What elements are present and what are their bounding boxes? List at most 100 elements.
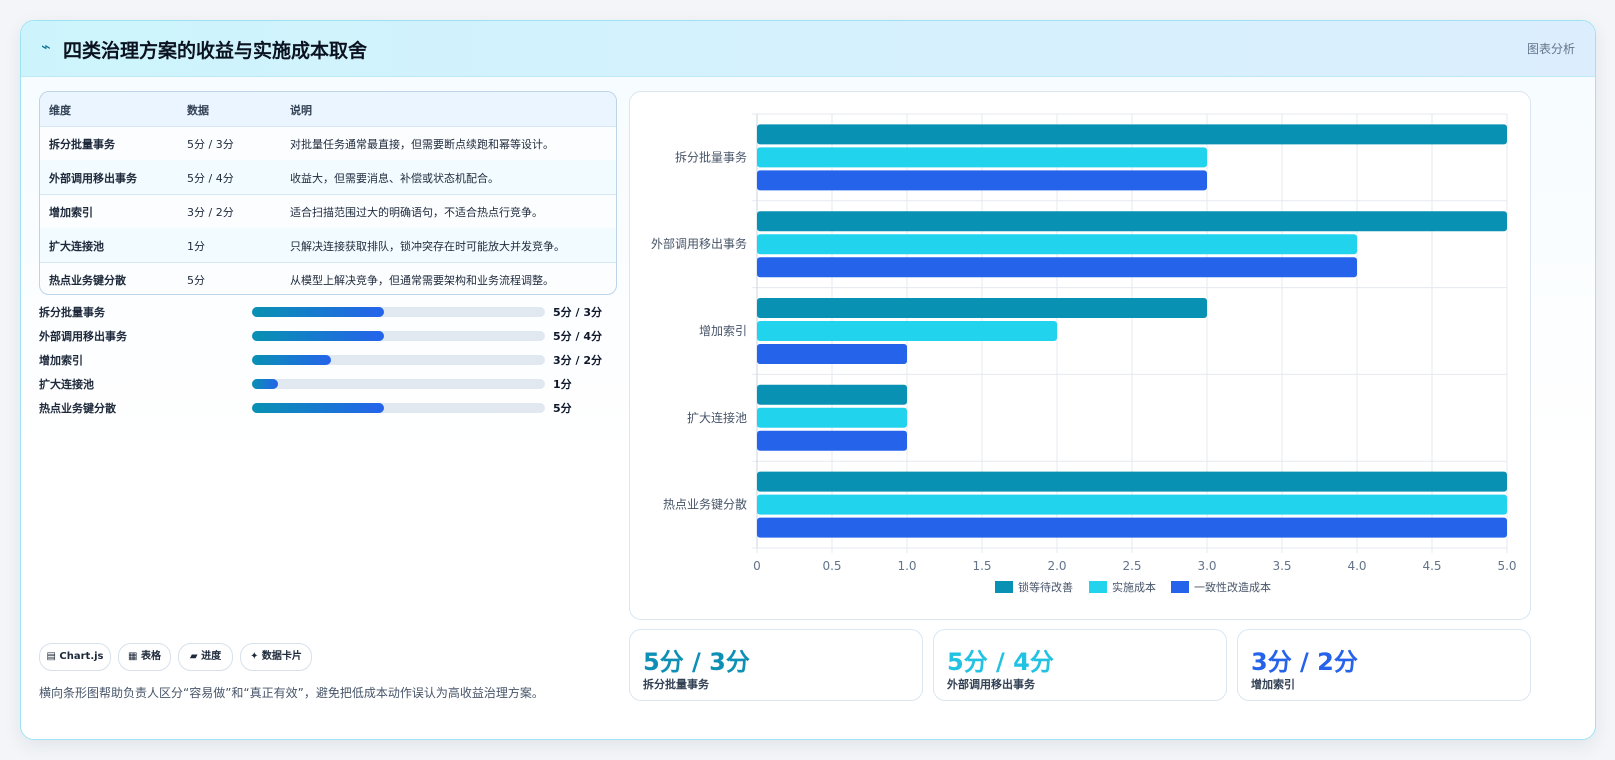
bar [757,211,1507,232]
x-tick-label: 4.5 [1422,559,1441,573]
column-header: 数据 [187,104,209,117]
chart-analysis-tag: 图表分析 [1526,42,1575,56]
table-cell: 从模型上解决竞争，但通常需要架构和业务流程调整。 [290,274,554,287]
x-tick-label: 1.0 [897,559,916,573]
stat-card: 3分 / 2分 增加索引 [1237,629,1531,701]
legend-label: 实施成本 [1112,580,1156,594]
progress-fill [252,379,279,389]
progress-track [252,355,545,365]
table-row: 拆分批量事务 5分 / 3分 对批量任务通常最直接，但需要断点续跑和幂等设计。 [40,126,616,161]
progress-value: 5分 / 4分 [553,330,602,343]
stat-label: 增加索引 [1251,678,1295,691]
chip-progress[interactable]: ▰ 进度 [178,643,233,671]
bar-chart: 0 0.5 1.0 1.5 2.0 2.5 3.0 3.5 4.0 4.5 5.0 拆分批量事务外部调… [651,113,1517,594]
x-tick-label: 2.0 [1047,559,1066,573]
bolt-icon: ⌁ [41,37,51,56]
table-cell: 5分 / 3分 [187,138,234,151]
legend-label: 一致性改造成本 [1194,580,1271,594]
column-header: 说明 [290,104,312,117]
x-tick-label: 0 [753,559,761,573]
progress-label: 拆分批量事务 [39,306,105,319]
bar [757,257,1357,278]
table-cell: 5分 [187,274,205,287]
bar [757,430,907,451]
chip-table[interactable]: ▦ 表格 [118,643,171,671]
stat-label: 外部调用移出事务 [947,678,1035,691]
progress-track [252,403,545,413]
x-tick-label: 3.5 [1272,559,1291,573]
table-cell: 热点业务键分散 [49,274,126,287]
progress-value: 1分 [553,378,572,391]
progress-track [252,307,545,317]
x-tick-label: 3.0 [1197,559,1216,573]
x-tick-label: 1.5 [972,559,991,573]
bar [757,517,1507,538]
table-cell: 1分 [187,240,205,253]
progress-label: 扩大连接池 [39,378,94,391]
table-header-row: 维度 数据 说明 [40,92,616,127]
table-row: 热点业务键分散 5分 从模型上解决竞争，但通常需要架构和业务流程调整。 [40,262,616,294]
y-category-label: 拆分批量事务 [675,149,747,164]
progress-value: 5分 / 3分 [553,306,602,319]
progress-value: 5分 [553,402,572,415]
bar [757,384,907,405]
stat-value: 5分 / 4分 [947,648,1054,676]
progress-fill [252,403,384,413]
bar [757,494,1507,515]
y-category-label: 扩大连接池 [687,410,747,425]
x-tick-label: 0.5 [822,559,841,573]
progress-label: 增加索引 [39,354,83,367]
table-cell: 扩大连接池 [49,240,104,253]
stat-value: 5分 / 3分 [643,648,750,676]
bar [757,234,1357,255]
table-cell: 拆分批量事务 [49,138,115,151]
legend-swatch [1089,581,1107,593]
table-cell: 对批量任务通常最直接，但需要断点续跑和幂等设计。 [290,138,554,151]
legend-swatch [995,581,1013,593]
progress-item: 增加索引 3分 / 2分 [39,350,615,370]
bar [757,344,907,364]
stat-label: 拆分批量事务 [643,678,709,691]
progress-item: 外部调用移出事务 5分 / 4分 [39,326,615,346]
progress-item: 扩大连接池 1分 [39,374,615,394]
bar [757,298,1207,318]
chip-chartjs[interactable]: ▤ Chart.js [39,643,111,671]
table-cell: 外部调用移出事务 [49,172,137,185]
table-cell: 3分 / 2分 [187,206,234,219]
page-title: 四类治理方案的收益与实施成本取舍 [63,40,368,62]
bar [757,170,1207,191]
column-header: 维度 [49,104,71,117]
progress-item: 热点业务键分散 5分 [39,398,615,418]
table-cell: 增加索引 [49,206,93,219]
table-row: 扩大连接池 1分 只解决连接获取排队，锁冲突存在时可能放大并发竞争。 [40,228,616,263]
legend-label: 锁等待改善 [1018,580,1073,594]
stat-card: 5分 / 3分 拆分批量事务 [629,629,923,701]
chip-label: ▦ 表格 [128,651,161,662]
progress-label: 外部调用移出事务 [39,330,127,343]
x-tick-label: 5.0 [1497,559,1516,573]
table-cell: 只解决连接获取排队，锁冲突存在时可能放大并发竞争。 [290,240,565,253]
chip-label: ▰ 进度 [189,651,222,662]
stat-value: 3分 / 2分 [1251,648,1358,676]
progress-item: 拆分批量事务 5分 / 3分 [39,302,615,322]
progress-value: 3分 / 2分 [553,354,602,367]
chip-label: ▤ Chart.js [46,651,104,662]
y-category-label: 热点业务键分散 [663,497,747,512]
comparison-table: 维度 数据 说明 拆分批量事务 5分 / 3分 对批量任务通常最直接，但需要断点… [39,91,617,295]
chip-data-card[interactable]: ✦ 数据卡片 [240,643,312,671]
table-cell: 收益大，但需要消息、补偿或状态机配合。 [290,172,499,185]
card-header: ⌁ 四类治理方案的收益与实施成本取舍 图表分析 [21,21,1595,77]
progress-label: 热点业务键分散 [39,402,116,415]
chip-label: ✦ 数据卡片 [250,651,302,662]
progress-track [252,379,545,389]
footnote: 横向条形图帮助负责人区分“容易做”和“真正有效”，避免把低成本动作误认为高收益治… [39,686,544,700]
progress-fill [252,331,384,341]
x-tick-label: 4.0 [1347,559,1366,573]
bar [757,407,907,428]
main-card: ⌁ 四类治理方案的收益与实施成本取舍 图表分析 维度 数据 说明 拆分批量事务 … [20,20,1596,740]
chart-panel: 0 0.5 1.0 1.5 2.0 2.5 3.0 3.5 4.0 4.5 5.0 拆分批量事务 外部调… [629,91,1531,620]
legend-swatch [1171,581,1189,593]
table-cell: 5分 / 4分 [187,172,234,185]
bar [757,321,1057,341]
y-category-label: 增加索引 [699,324,747,338]
